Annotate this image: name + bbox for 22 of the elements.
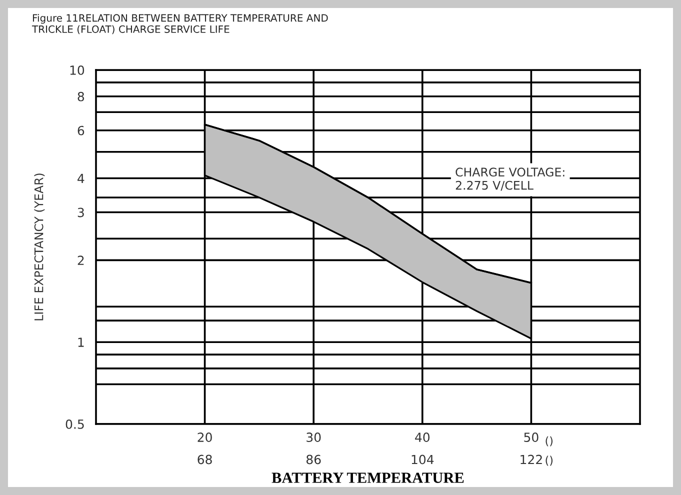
x2-tick-label: 86 [306,454,321,464]
y-tick-label: 1 [78,338,84,347]
x2-tick-label: 104 [412,454,434,464]
x-tick-label: 20 [198,432,212,442]
text: () [546,436,553,446]
x-tick-label: 30 [306,432,321,442]
y-tick-label: 4 [78,174,84,184]
annotation: CHARGE VOLTAGE: 2.275 V/CELL [456,168,564,191]
x-tick-label: 50 [524,432,538,442]
y-tick-label: 6 [78,126,84,136]
y-tick-label: 10 [70,65,84,75]
y-tick-label: 0.5 [66,419,84,429]
x2-tick-label: 68 [198,454,212,464]
x2-tick-label: 122 [520,454,542,464]
x-axis-title: BATTERY TEMPERATURE [272,472,464,483]
y-tick-label: 8 [78,92,84,102]
y-tick-label: 3 [78,208,84,218]
text: () [546,456,553,466]
y-axis-title: LIFE EXPECTANCY (YEAR) [34,174,45,320]
x-tick-label: 40 [415,432,430,442]
y-tick-label: 2 [78,256,84,265]
chart-title: Figure 11RELATION BETWEEN BATTERY TEMPERATURE AND TRICKLE (FLOAT) CHARGE SERVICE LIFE [32,14,328,34]
